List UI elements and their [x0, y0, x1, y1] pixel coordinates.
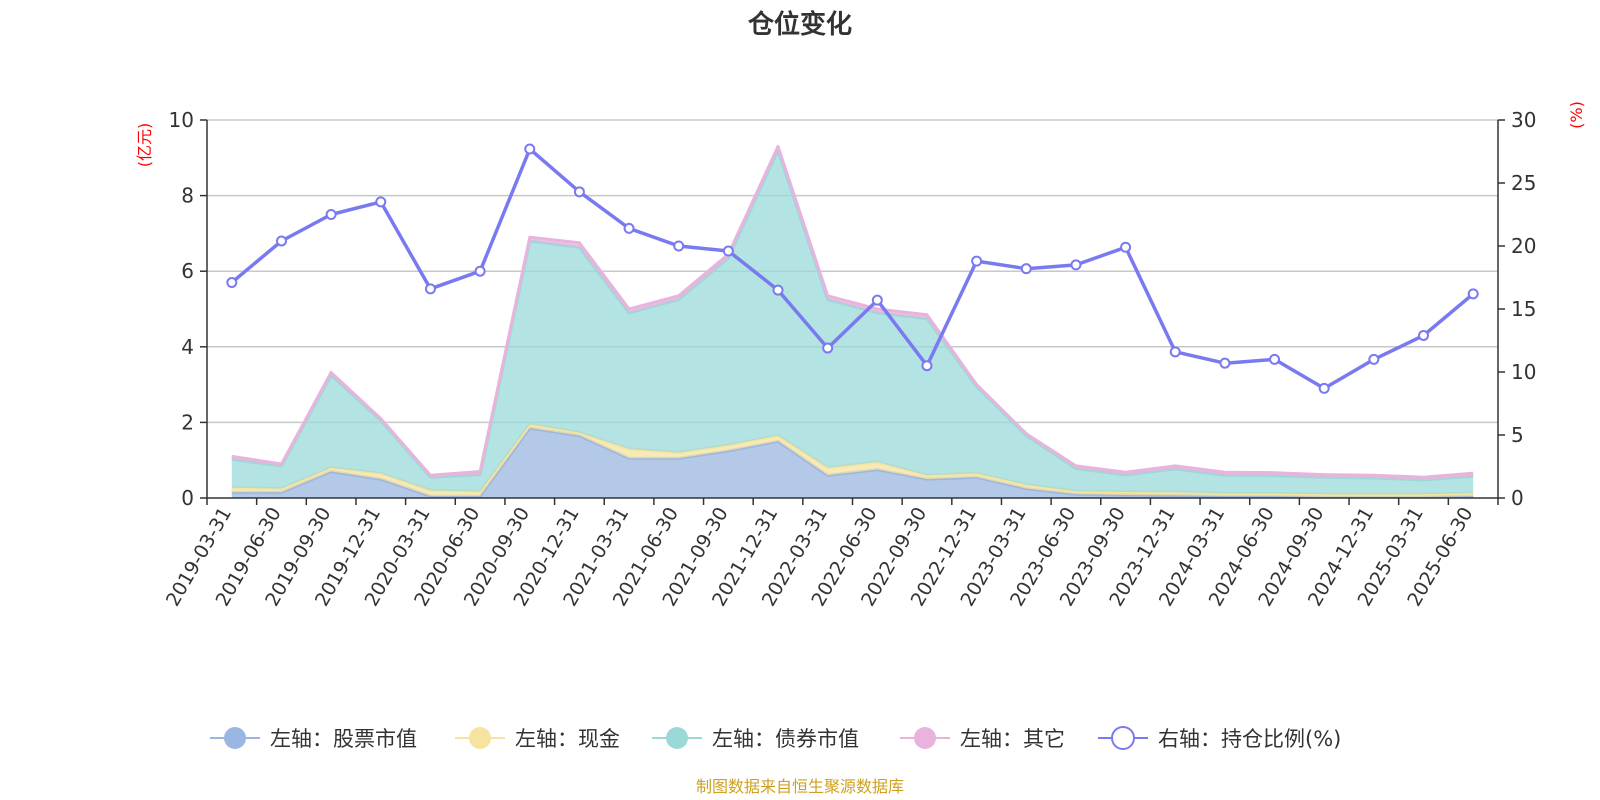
legend-ring-swatch — [1111, 726, 1135, 750]
chart-title: 仓位变化 — [747, 9, 852, 40]
ratio-point — [375, 196, 387, 208]
ratio-point — [1418, 329, 1430, 341]
ratio-point — [1020, 263, 1032, 275]
ratio-point — [226, 277, 238, 289]
legend-item-4[interactable]: 左轴：其它 — [900, 727, 1065, 751]
ratio-point — [474, 265, 486, 277]
legend-label: 右轴：持仓比例(%) — [1158, 727, 1341, 751]
ratio-point — [1269, 353, 1281, 365]
ratio-point — [424, 283, 436, 295]
legend-item-2[interactable]: 左轴：现金 — [455, 727, 620, 751]
left-axis-tick-label: 2 — [181, 410, 194, 434]
right-axis-tick-label: 15 — [1511, 297, 1536, 321]
ratio-line-series — [226, 143, 1479, 394]
legend[interactable]: 左轴：股票市值 左轴：现金 左轴：债券市值 左轴：其它 右轴：持仓比例(%) — [210, 726, 1341, 751]
ratio-point — [1120, 241, 1132, 253]
right-axis-tick-label: 10 — [1511, 360, 1536, 384]
right-axis-tick-label: 20 — [1511, 234, 1536, 258]
legend-label: 左轴：现金 — [515, 727, 620, 751]
ratio-point — [325, 209, 337, 220]
ratio-point — [1219, 357, 1231, 369]
legend-label: 左轴：其它 — [960, 727, 1065, 751]
legend-label: 左轴：债券市值 — [712, 727, 859, 751]
ratio-point — [524, 143, 536, 155]
legend-dot-swatch — [666, 727, 688, 749]
area-fill-series-1 — [231, 428, 1474, 498]
right-axis-tick-label: 25 — [1511, 171, 1536, 195]
legend-dot-swatch — [914, 727, 936, 749]
legend-item-1[interactable]: 左轴：股票市值 — [210, 727, 417, 751]
right-axis-tick-label: 0 — [1511, 486, 1524, 510]
right-axis-tick-label: 5 — [1511, 423, 1524, 447]
legend-item-5[interactable]: 右轴：持仓比例(%) — [1098, 726, 1341, 751]
legend-label: 左轴：股票市值 — [270, 727, 417, 751]
right-axis-tick-label: 30 — [1511, 108, 1536, 132]
area-edge-series-4 — [231, 145, 1474, 479]
ratio-point — [871, 294, 883, 306]
ratio-point — [573, 186, 585, 198]
ratio-point — [1368, 353, 1380, 365]
left-axis-unit: (亿元) — [135, 123, 154, 168]
left-axis-tick-label: 6 — [181, 259, 194, 283]
right-axis-unit: (%) — [1567, 101, 1586, 129]
ratio-point — [1169, 346, 1181, 358]
legend-item-3[interactable]: 左轴：债券市值 — [652, 727, 859, 751]
ratio-point — [623, 222, 635, 234]
ratio-point — [1467, 288, 1479, 300]
ratio-point — [971, 255, 983, 267]
ratio-point — [822, 342, 834, 354]
left-axis-tick-label: 0 — [181, 486, 194, 510]
left-axis-tick-label: 10 — [169, 108, 194, 132]
ratio-point — [722, 245, 734, 257]
left-axis-tick-label: 4 — [181, 335, 194, 359]
ratio-point — [921, 360, 933, 372]
data-source-note: 制图数据来自恒生聚源数据库 — [696, 777, 904, 796]
ratio-line — [230, 147, 1475, 391]
left-axis-tick-label: 8 — [181, 184, 194, 208]
ratio-point — [1318, 382, 1330, 394]
ratio-point — [275, 235, 287, 247]
legend-dot-swatch — [469, 727, 491, 749]
legend-dot-swatch — [224, 727, 246, 749]
ratio-point — [772, 284, 784, 296]
ratio-point — [1070, 259, 1082, 271]
ratio-point — [673, 240, 685, 252]
